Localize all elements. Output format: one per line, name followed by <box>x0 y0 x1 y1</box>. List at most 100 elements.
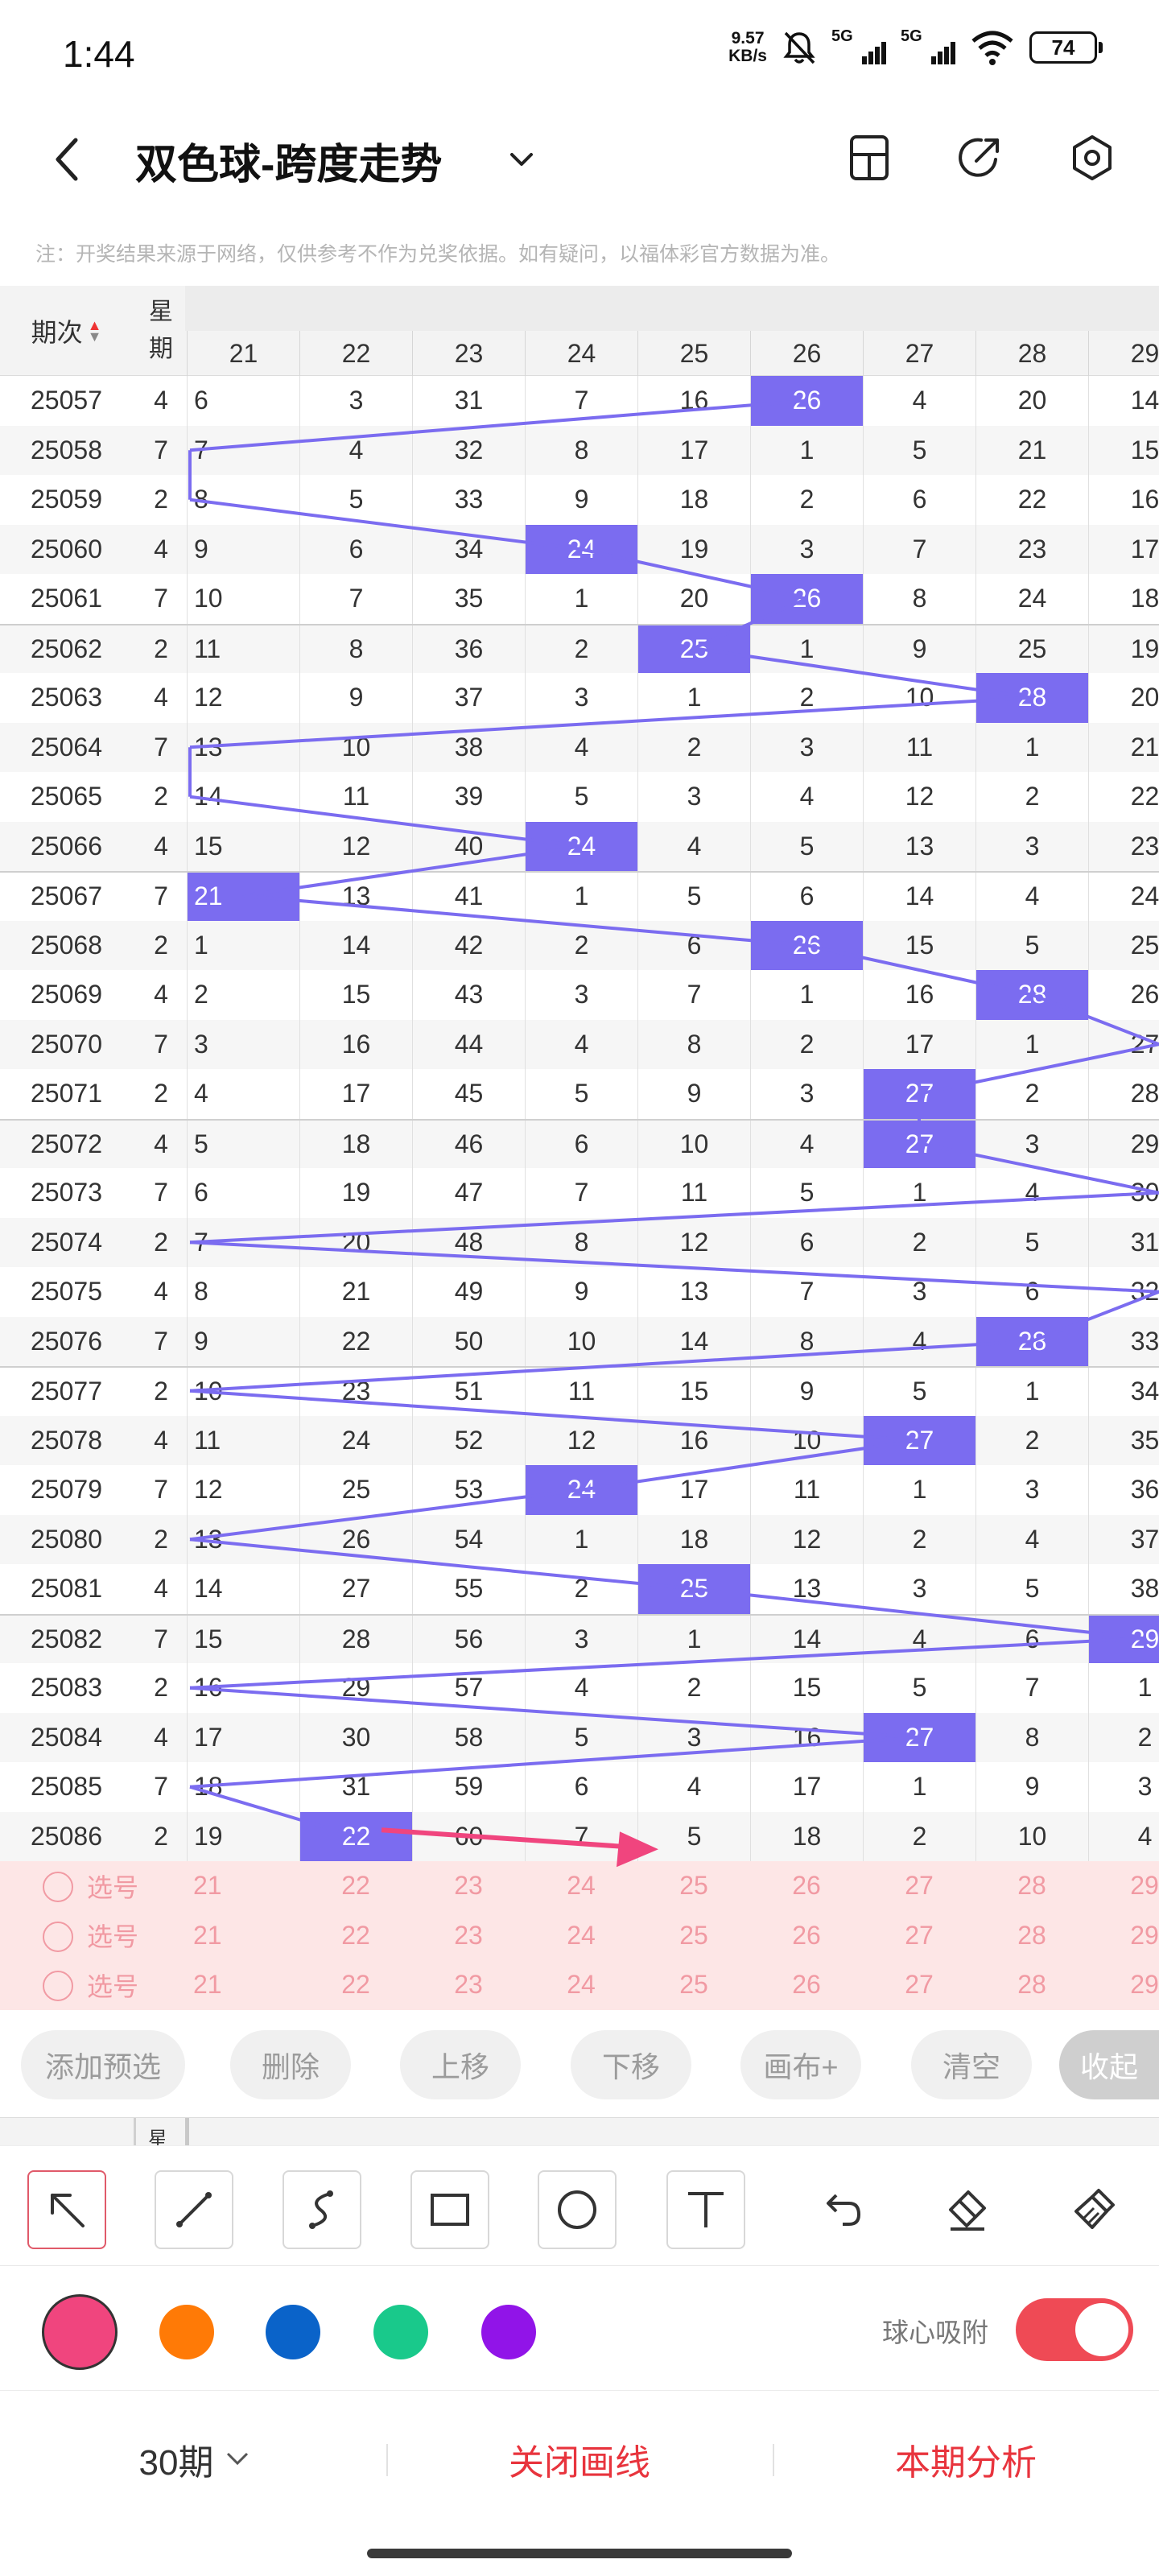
miss-count-cell[interactable]: 1 <box>1088 1663 1159 1713</box>
span-hit-cell[interactable]: 27 <box>863 1069 975 1119</box>
analysis-button[interactable]: 本期分析 <box>895 2443 1037 2483</box>
miss-count-cell[interactable]: 48 <box>412 1217 525 1267</box>
miss-count-cell[interactable]: 41 <box>412 873 525 921</box>
miss-count-cell[interactable]: 12 <box>637 1217 750 1267</box>
back-icon[interactable] <box>48 135 89 184</box>
miss-count-cell[interactable]: 8 <box>975 1712 1088 1762</box>
miss-count-cell[interactable]: 6 <box>863 475 975 525</box>
miss-count-cell[interactable]: 19 <box>1088 625 1159 673</box>
miss-count-cell[interactable]: 51 <box>412 1368 525 1416</box>
span-hit-cell[interactable]: 27 <box>863 1712 975 1762</box>
miss-count-cell[interactable]: 5 <box>525 1712 637 1762</box>
miss-count-cell[interactable]: 2 <box>525 1564 637 1614</box>
miss-count-cell[interactable]: 1 <box>637 673 750 723</box>
miss-count-cell[interactable]: 1 <box>750 425 863 475</box>
miss-count-cell[interactable]: 11 <box>299 772 412 822</box>
miss-count-cell[interactable]: 23 <box>299 1368 412 1416</box>
miss-count-cell[interactable]: 31 <box>1088 1217 1159 1267</box>
miss-count-cell[interactable]: 4 <box>863 376 975 426</box>
miss-count-cell[interactable]: 32 <box>1088 1267 1159 1317</box>
miss-count-cell[interactable]: 46 <box>412 1120 525 1168</box>
pick-cell[interactable]: 21 <box>193 1920 222 1950</box>
miss-count-cell[interactable]: 18 <box>187 1762 299 1812</box>
miss-count-cell[interactable]: 10 <box>187 574 299 624</box>
miss-count-cell[interactable]: 6 <box>525 1762 637 1812</box>
miss-count-cell[interactable]: 1 <box>525 574 637 624</box>
miss-count-cell[interactable]: 2 <box>637 722 750 772</box>
pick-cell[interactable]: 22 <box>341 1871 370 1901</box>
miss-count-cell[interactable]: 1 <box>975 1019 1088 1069</box>
pick-cell[interactable]: 28 <box>1017 1970 1046 2000</box>
miss-count-cell[interactable]: 4 <box>750 772 863 822</box>
span-hit-cell[interactable]: 22 <box>299 1811 412 1861</box>
miss-count-cell[interactable]: 35 <box>412 574 525 624</box>
miss-count-cell[interactable]: 8 <box>637 1019 750 1069</box>
miss-count-cell[interactable]: 24 <box>975 574 1088 624</box>
span-hit-cell[interactable]: 24 <box>525 1465 637 1515</box>
miss-count-cell[interactable]: 4 <box>525 722 637 772</box>
miss-count-cell[interactable]: 1 <box>975 1368 1088 1416</box>
miss-count-cell[interactable]: 17 <box>1088 524 1159 574</box>
miss-count-cell[interactable]: 30 <box>1088 1168 1159 1218</box>
miss-count-cell[interactable]: 2 <box>525 920 637 970</box>
snap-toggle[interactable] <box>1016 2298 1133 2361</box>
miss-count-cell[interactable]: 2 <box>863 1217 975 1267</box>
settings-icon[interactable] <box>1066 132 1118 184</box>
miss-count-cell[interactable]: 4 <box>299 425 412 475</box>
miss-count-cell[interactable]: 4 <box>975 1168 1088 1218</box>
miss-count-cell[interactable]: 5 <box>637 1811 750 1861</box>
pick-cell[interactable]: 26 <box>792 1871 821 1901</box>
chevron-down-icon[interactable] <box>505 143 538 175</box>
miss-count-cell[interactable]: 3 <box>975 1465 1088 1515</box>
miss-count-cell[interactable]: 22 <box>1088 772 1159 822</box>
miss-count-cell[interactable]: 15 <box>1088 425 1159 475</box>
move-up-button[interactable]: 上移 <box>400 2030 521 2099</box>
miss-count-cell[interactable]: 6 <box>525 1120 637 1168</box>
span-hit-cell[interactable]: 28 <box>975 1316 1088 1366</box>
span-hit-cell[interactable]: 26 <box>750 376 863 426</box>
span-hit-cell[interactable]: 27 <box>863 1120 975 1168</box>
miss-count-cell[interactable]: 7 <box>750 1267 863 1317</box>
span-hit-cell[interactable]: 25 <box>637 625 750 673</box>
miss-count-cell[interactable]: 12 <box>187 1465 299 1515</box>
miss-count-cell[interactable]: 34 <box>1088 1368 1159 1416</box>
miss-count-cell[interactable]: 7 <box>299 574 412 624</box>
miss-count-cell[interactable]: 11 <box>525 1368 637 1416</box>
miss-count-cell[interactable]: 6 <box>637 920 750 970</box>
miss-count-cell[interactable]: 17 <box>187 1712 299 1762</box>
miss-count-cell[interactable]: 13 <box>187 722 299 772</box>
miss-count-cell[interactable]: 1 <box>187 920 299 970</box>
miss-count-cell[interactable]: 10 <box>750 1415 863 1465</box>
miss-count-cell[interactable]: 5 <box>525 772 637 822</box>
miss-count-cell[interactable]: 15 <box>750 1663 863 1713</box>
miss-count-cell[interactable]: 11 <box>863 722 975 772</box>
miss-count-cell[interactable]: 33 <box>1088 1316 1159 1366</box>
miss-count-cell[interactable]: 8 <box>187 475 299 525</box>
miss-count-cell[interactable]: 17 <box>299 1069 412 1119</box>
miss-count-cell[interactable]: 16 <box>863 970 975 1020</box>
miss-count-cell[interactable]: 18 <box>299 1120 412 1168</box>
miss-count-cell[interactable]: 4 <box>637 821 750 871</box>
miss-count-cell[interactable]: 9 <box>299 673 412 723</box>
pick-cell[interactable]: 27 <box>905 1920 934 1950</box>
miss-count-cell[interactable]: 5 <box>975 1217 1088 1267</box>
clear-button[interactable]: 清空 <box>911 2030 1032 2099</box>
pick-cell[interactable]: 25 <box>679 1920 708 1950</box>
pick-cell[interactable]: 28 <box>1017 1920 1046 1950</box>
miss-count-cell[interactable]: 3 <box>1088 1762 1159 1812</box>
miss-count-cell[interactable]: 17 <box>750 1762 863 1812</box>
miss-count-cell[interactable]: 15 <box>863 920 975 970</box>
miss-count-cell[interactable]: 8 <box>525 1217 637 1267</box>
canvas-add-button[interactable]: 画布+ <box>740 2030 861 2099</box>
miss-count-cell[interactable]: 12 <box>299 821 412 871</box>
pick-cell[interactable]: 24 <box>567 1871 596 1901</box>
miss-count-cell[interactable]: 2 <box>975 772 1088 822</box>
miss-count-cell[interactable]: 3 <box>525 970 637 1020</box>
miss-count-cell[interactable]: 18 <box>750 1811 863 1861</box>
miss-count-cell[interactable]: 2 <box>750 673 863 723</box>
miss-count-cell[interactable]: 19 <box>299 1168 412 1218</box>
pick-cell[interactable]: 25 <box>679 1871 708 1901</box>
miss-count-cell[interactable]: 9 <box>187 524 299 574</box>
miss-count-cell[interactable]: 36 <box>1088 1465 1159 1515</box>
miss-count-cell[interactable]: 18 <box>1088 574 1159 624</box>
